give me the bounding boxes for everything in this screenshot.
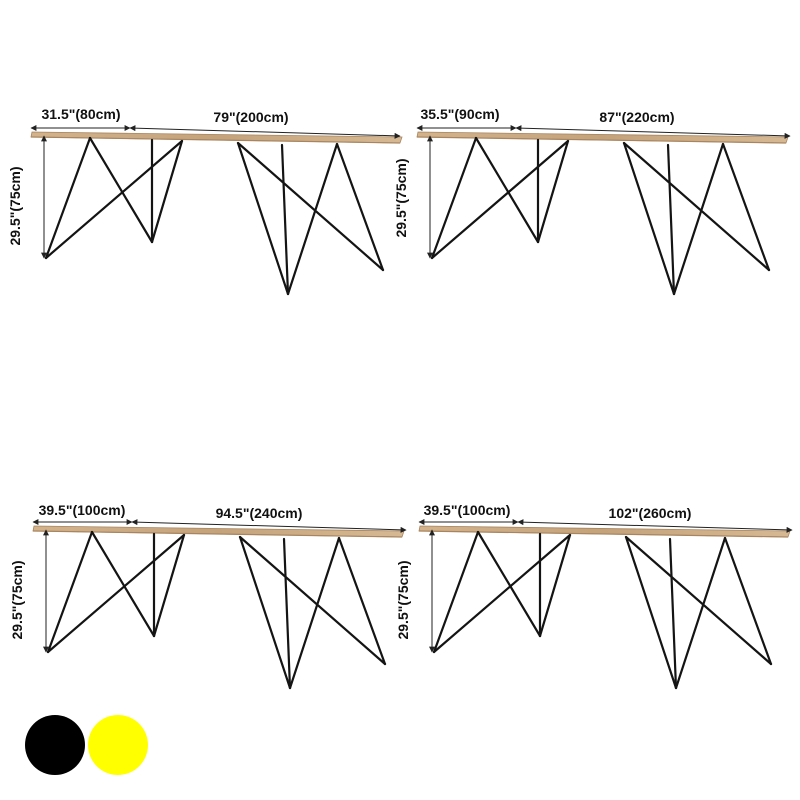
- left-leg-rod: [474, 136, 540, 244]
- tabletop-edge: [416, 136, 787, 144]
- left-leg-rod: [46, 530, 94, 654]
- left-leg-rod: [538, 533, 572, 638]
- table-drawing: [32, 525, 405, 690]
- right-leg-rod: [288, 536, 341, 690]
- right-leg-rod: [282, 537, 292, 690]
- length-label: 87"(220cm): [599, 109, 674, 125]
- left-leg-rod: [88, 136, 154, 244]
- width-label: 39.5"(100cm): [39, 502, 126, 518]
- right-leg-rod: [723, 536, 773, 666]
- left-leg-rod: [430, 136, 478, 260]
- tabletop-edge: [30, 136, 401, 144]
- right-leg-rod: [672, 142, 725, 296]
- left-leg-rod: [46, 533, 186, 654]
- tabletop-edge: [32, 530, 403, 538]
- right-leg-rod: [666, 143, 676, 296]
- left-leg-rod: [150, 139, 184, 244]
- right-leg-rod: [622, 141, 676, 296]
- color-swatches: [25, 715, 148, 775]
- table-1: 31.5"(80cm) 79"(200cm) 29.5"(75cm): [7, 106, 403, 296]
- height-label: 29.5"(75cm): [7, 166, 23, 245]
- height-label: 29.5"(75cm): [393, 158, 409, 237]
- table-4: 39.5"(100cm) 102"(260cm) 29.5"(75cm): [395, 502, 793, 690]
- left-leg-rod: [44, 136, 92, 260]
- left-leg-rod: [430, 139, 570, 260]
- right-leg-rod: [337, 536, 387, 666]
- left-leg-rod: [476, 530, 542, 638]
- table-2: 35.5"(90cm) 87"(220cm) 29.5"(75cm): [393, 106, 791, 296]
- color-swatch-black[interactable]: [25, 715, 85, 775]
- length-dimension-line: [517, 519, 793, 533]
- right-leg-rod: [238, 535, 387, 666]
- left-leg-rod: [90, 530, 156, 638]
- right-leg-rod: [624, 535, 678, 690]
- right-leg-rod: [668, 537, 678, 690]
- width-label: 31.5"(80cm): [41, 106, 120, 122]
- left-leg-rod: [44, 139, 184, 260]
- left-leg-rod: [432, 533, 572, 654]
- length-dimension-line: [131, 519, 407, 533]
- width-label: 39.5"(100cm): [424, 502, 511, 518]
- length-label: 102"(260cm): [609, 505, 692, 521]
- length-label: 94.5"(240cm): [216, 505, 303, 521]
- right-leg-rod: [236, 141, 290, 296]
- right-leg-rod: [280, 143, 290, 296]
- table-3: 39.5"(100cm) 94.5"(240cm) 29.5"(75cm): [9, 502, 407, 690]
- table-drawing: [30, 131, 403, 296]
- left-leg-rod: [152, 533, 186, 638]
- width-label: 35.5"(90cm): [420, 106, 499, 122]
- right-leg-rod: [335, 142, 385, 272]
- right-leg-rod: [674, 536, 727, 690]
- table-drawing: [416, 131, 789, 296]
- height-label: 29.5"(75cm): [395, 560, 411, 639]
- right-leg-rod: [236, 141, 385, 272]
- tabletop-edge: [418, 530, 789, 538]
- table-drawing: [418, 525, 791, 690]
- color-swatch-yellow[interactable]: [88, 715, 148, 775]
- right-leg-rod: [624, 535, 773, 666]
- length-dimension-line: [515, 125, 791, 139]
- right-leg-rod: [238, 535, 292, 690]
- length-dimension-line: [129, 125, 401, 139]
- left-leg-rod: [536, 139, 570, 244]
- right-leg-rod: [721, 142, 771, 272]
- right-leg-rod: [622, 141, 771, 272]
- height-label: 29.5"(75cm): [9, 560, 25, 639]
- right-leg-rod: [286, 142, 339, 296]
- left-leg-rod: [432, 530, 480, 654]
- length-label: 79"(200cm): [213, 109, 288, 125]
